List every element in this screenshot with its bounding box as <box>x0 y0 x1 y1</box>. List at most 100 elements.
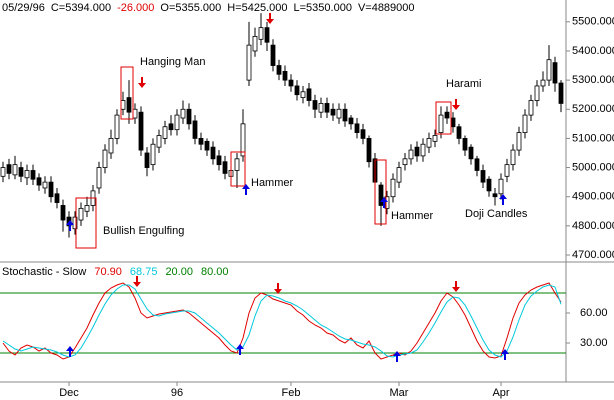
candle-body <box>240 123 246 157</box>
x-tick-label: Mar <box>390 387 409 399</box>
candle-body <box>246 44 252 81</box>
annotation-box <box>230 151 246 187</box>
candle-body <box>114 114 120 139</box>
y-tick-label: 60.00 <box>580 307 608 319</box>
header-text: O=5355.000 <box>160 2 221 14</box>
candle-body <box>546 59 552 81</box>
candle-body <box>294 85 300 96</box>
candle-body <box>492 193 498 198</box>
annotation: Hammer <box>391 210 434 222</box>
arrow-head <box>133 282 141 287</box>
candle-body <box>252 35 258 52</box>
candle-body <box>336 108 342 119</box>
arrow-head <box>66 346 74 351</box>
candle-body <box>498 178 504 195</box>
candle-body <box>126 97 132 113</box>
candle-body <box>360 129 366 139</box>
annotation-box <box>374 159 387 225</box>
annotation: Harami <box>446 78 481 90</box>
arrow-head <box>499 194 507 199</box>
candle-body <box>378 184 384 206</box>
candle-body <box>150 143 156 166</box>
arrow-head <box>66 220 74 225</box>
candle-body <box>162 126 168 139</box>
candle-body <box>558 82 564 104</box>
y-tick-label: 5300.000 <box>572 74 614 86</box>
candle-body <box>204 140 210 151</box>
candle-body <box>474 158 480 171</box>
arrow-head <box>452 287 460 292</box>
candle-body <box>288 79 294 87</box>
candle-body <box>270 44 276 66</box>
candle-body <box>156 135 162 148</box>
annotation-box <box>435 101 452 135</box>
candle-body <box>258 27 264 40</box>
candle-body <box>78 207 84 221</box>
annotation: Doji Candles <box>465 208 528 220</box>
y-tick-label: 5400.000 <box>572 45 614 57</box>
y-tick-label: 5200.000 <box>572 103 614 115</box>
x-tick-label: 96 <box>171 387 183 399</box>
candle-body <box>180 108 186 119</box>
arrow-head <box>501 349 509 354</box>
annotation: Hammer <box>251 177 294 189</box>
candle-body <box>132 108 138 119</box>
header-text: L=5350.000 <box>294 2 352 14</box>
candle-body <box>84 205 90 212</box>
candle-body <box>108 138 114 154</box>
candle-body <box>528 100 534 116</box>
candle-body <box>462 138 468 151</box>
x-tick-label: Dec <box>59 387 79 399</box>
arrow-head <box>393 351 401 356</box>
candle-body <box>420 143 426 157</box>
arrow-head <box>236 344 244 349</box>
candle-body <box>426 138 432 148</box>
candle-body <box>390 178 396 198</box>
candle-body <box>450 117 456 128</box>
candle-body <box>456 126 462 139</box>
candle-body <box>522 114 528 133</box>
candle-body <box>186 108 192 125</box>
candle-body <box>282 70 288 81</box>
candle-body <box>0 167 6 177</box>
candle-body <box>24 170 30 179</box>
panel-title: Stochastic - Slow <box>2 266 86 278</box>
header-text: V=4889000 <box>358 2 415 14</box>
level-label: 20.00 <box>165 266 193 278</box>
candle-body <box>6 164 12 174</box>
candle-body <box>216 155 222 166</box>
candle-body <box>444 111 450 119</box>
header-text: 05/29/96 <box>2 2 45 14</box>
candle-body <box>144 152 150 168</box>
y-tick-label: 5500.000 <box>572 16 614 28</box>
candle-body <box>42 181 48 189</box>
candle-body <box>354 123 360 133</box>
candle-body <box>174 114 180 131</box>
candle-body <box>168 123 174 131</box>
candle-body <box>48 181 54 198</box>
candle-body <box>402 158 408 166</box>
x-tick-label: Feb <box>282 387 301 399</box>
candle-body <box>534 85 540 101</box>
candle-body <box>12 164 18 176</box>
candle-body <box>222 161 228 174</box>
candle-body <box>480 170 486 183</box>
candle-body <box>300 91 306 99</box>
candle-body <box>72 216 78 230</box>
header-text: H=5425.000 <box>227 2 287 14</box>
candle-body <box>96 167 102 189</box>
candle-body <box>60 205 66 221</box>
annotation-box <box>120 66 134 120</box>
stochastic-line <box>2 284 562 358</box>
y-tick-label: 4900.000 <box>572 191 614 203</box>
header-text: -26.000 <box>117 2 154 14</box>
candle-body <box>138 111 144 151</box>
y-tick-label: 4700.000 <box>572 249 614 261</box>
candle-body <box>342 108 348 122</box>
candle-body <box>408 149 414 160</box>
candle-body <box>366 138 372 163</box>
annotation: Hanging Man <box>140 56 205 68</box>
candle-body <box>552 62 558 84</box>
candle-body <box>276 65 282 75</box>
